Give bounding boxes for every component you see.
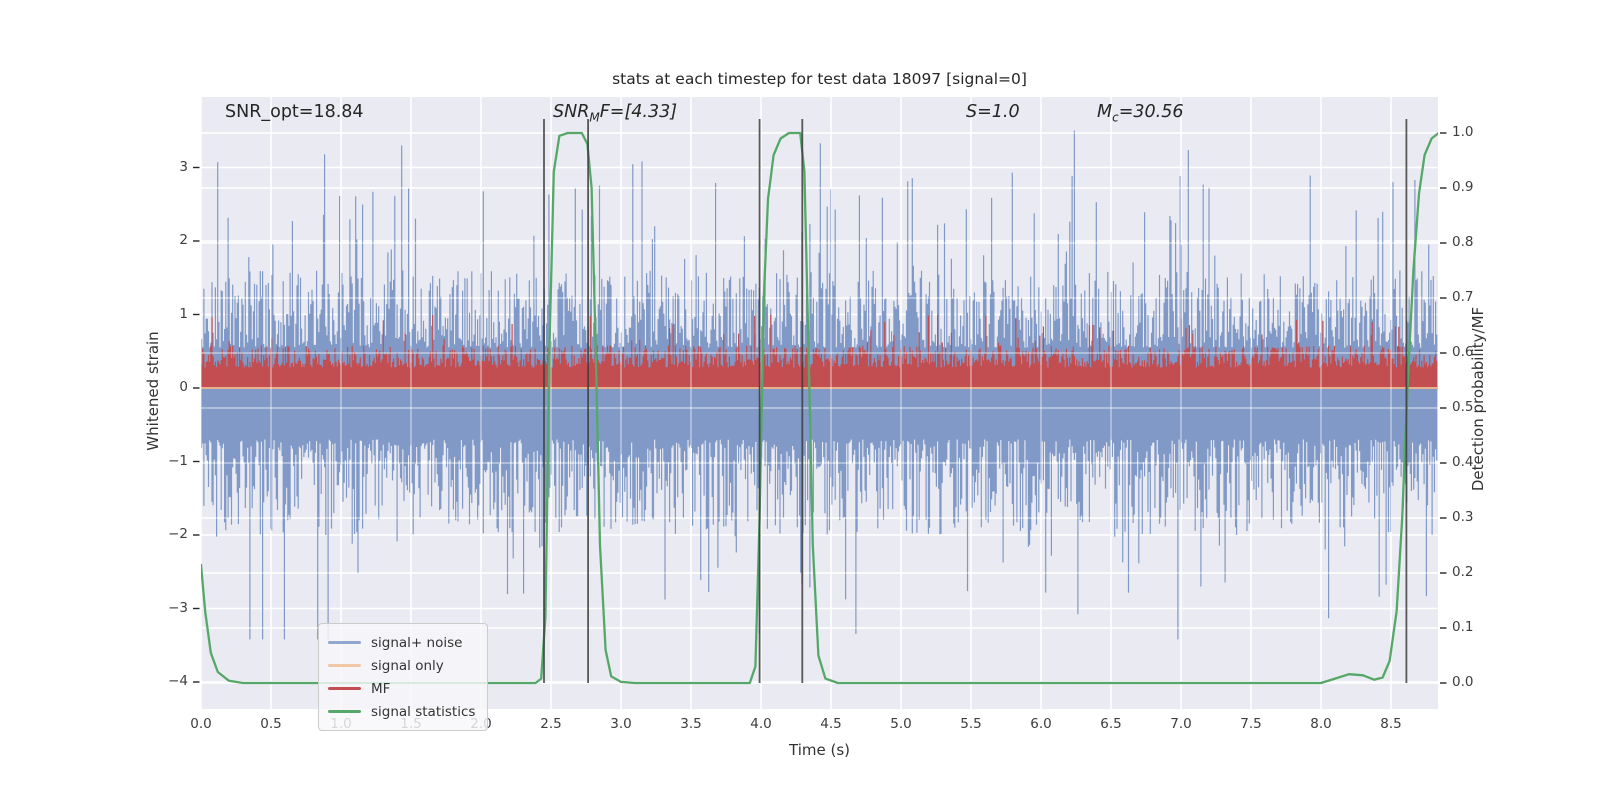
y-right-tick-label: 0.9 [1452,179,1474,195]
x-tick-label: 3.5 [680,716,702,732]
legend: signal+ noise signal only MF signal statist… [318,623,489,731]
y-left-tick-label: 0 [179,379,188,395]
legend-label: MF [371,680,391,697]
x-tick-label: 8.5 [1380,716,1402,732]
x-tick-label: 2.5 [540,716,562,732]
y-right-tick-label: 0.2 [1452,564,1474,580]
event-lines [543,118,1408,683]
x-tick-label: 8.0 [1310,716,1332,732]
series-signal-statistics [201,131,1438,685]
y-right-tick-label: 0.1 [1452,619,1474,635]
y-left-tick-label: −1 [168,452,188,469]
x-tick-label: 3.0 [610,716,632,732]
x-tick-label: 5.0 [890,716,912,732]
tick-marks [193,132,1447,684]
y-right-tick-label: 0.0 [1452,674,1474,690]
legend-label: signal only [371,657,444,674]
y-right-tick-label: 0.4 [1452,454,1474,470]
y-left-tick-label: 2 [179,232,188,248]
y-left-tick-label: 1 [179,305,188,322]
y-right-tick-label: 0.5 [1452,399,1474,415]
legend-line-sample [328,641,361,644]
legend-item: signal only [328,654,475,677]
legend-label: signal statistics [371,703,476,720]
x-axis-label: Time (s) [789,741,850,759]
y-left-tick-label: −3 [168,599,188,616]
legend-item: MF [328,677,475,700]
y-right-tick-label: 1.0 [1452,124,1474,140]
y-left-tick-label: 3 [179,158,188,175]
y-left-tick-label: −4 [168,673,188,689]
y-left-tick-label: −2 [168,526,188,542]
chart-title: stats at each timestep for test data 180… [612,70,1027,88]
x-tick-label: 7.5 [1240,716,1262,732]
y-right-tick-label: 0.7 [1452,289,1474,305]
x-tick-label: 0.5 [260,716,282,732]
annotation: SNR_opt=18.84 [225,102,364,122]
x-tick-label: 4.0 [750,716,772,732]
x-tick-label: 7.0 [1170,716,1192,732]
legend-line-sample [328,664,361,667]
legend-label: signal+ noise [371,634,463,651]
legend-item: signal statistics [328,700,475,723]
annotation: Mc=30.56 [1097,102,1184,125]
annotation: S=1.0 [966,102,1020,122]
legend-line-sample [328,710,361,713]
y-right-tick-label: 0.6 [1452,344,1474,360]
x-tick-label: 6.5 [1100,716,1122,732]
x-tick-label: 5.5 [960,716,982,732]
y-right-tick-label: 0.3 [1452,509,1474,525]
x-tick-label: 0.0 [190,716,212,732]
y-right-tick-label: 0.8 [1452,234,1474,250]
x-tick-label: 4.5 [820,716,842,732]
annotation: SNRMF=[4.33] [553,102,678,125]
x-tick-label: 6.0 [1030,716,1052,732]
legend-line-sample [328,687,361,690]
legend-item: signal+ noise [328,631,475,654]
